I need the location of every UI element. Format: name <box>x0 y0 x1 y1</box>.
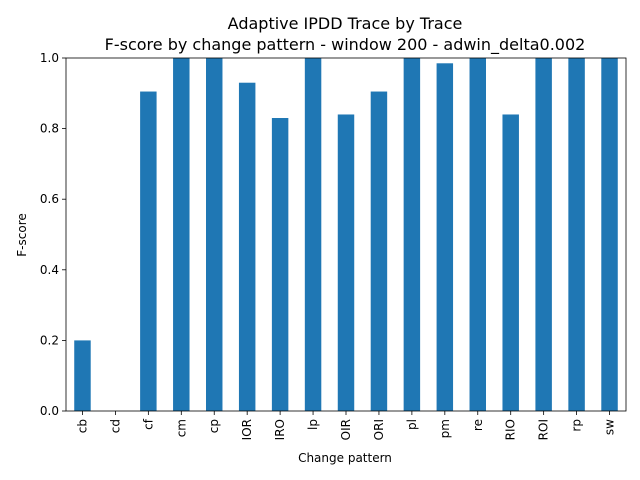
bar-cb <box>74 340 91 411</box>
bar-lp <box>304 58 322 411</box>
y-tick-label: 0.8 <box>40 122 59 136</box>
x-tick-label-cd: cd <box>108 419 122 433</box>
bar-IOR <box>238 82 256 412</box>
chart-subtitle: F-score by change pattern - window 200 -… <box>105 35 586 55</box>
x-tick-label-ROI: ROI <box>537 419 551 440</box>
x-tick-label-cf: cf <box>141 418 155 430</box>
bar-pm <box>436 63 454 412</box>
x-tick-label-pl: pl <box>405 419 419 430</box>
y-tick-label: 0.0 <box>40 404 59 418</box>
x-axis-label: Change pattern <box>298 451 392 465</box>
x-tick-label-re: re <box>471 419 485 431</box>
bar-rp <box>568 58 585 411</box>
x-tick-label-OIR: OIR <box>339 419 353 440</box>
x-tick-label-sw: sw <box>603 419 617 435</box>
bar-cf <box>140 91 157 411</box>
y-axis-label: F-score <box>15 213 29 256</box>
y-tick-label: 0.2 <box>40 333 59 347</box>
x-tick-label-cm: cm <box>174 419 188 437</box>
y-tick-label: 0.4 <box>40 263 59 277</box>
x-tick-label-RIO: RIO <box>504 419 518 440</box>
bar-RIO <box>502 114 519 411</box>
plot-area: 0.0 0.2 0.4 0.6 0.8 1.0 cb cd cf cm cp IOR IRO lp OIR O… <box>40 51 627 440</box>
x-tick-label-lp: lp <box>306 419 320 430</box>
x-tick-label-rp: rp <box>570 419 584 432</box>
x-tick-label-cp: cp <box>207 419 221 433</box>
x-tick-label-IOR: IOR <box>240 419 254 440</box>
x-tick-label-ORI: ORI <box>372 419 386 440</box>
chart-title: Adaptive IPDD Trace by Trace <box>228 14 463 33</box>
x-tick-label-pm: pm <box>438 419 452 438</box>
y-tick-label: 0.6 <box>40 192 59 206</box>
bar-re <box>469 58 486 411</box>
x-tick-label-IRO: IRO <box>273 419 287 440</box>
bar-ORI <box>370 91 388 411</box>
bar-cp <box>206 58 223 411</box>
bar-ROI <box>535 58 552 411</box>
x-tick-label-cb: cb <box>75 419 89 433</box>
bar-IRO <box>271 118 289 411</box>
y-tick-label: 1.0 <box>40 51 59 65</box>
bar-pl <box>403 58 421 411</box>
bar-cm <box>173 58 190 411</box>
bar-sw <box>601 58 618 411</box>
bar-OIR <box>337 114 355 411</box>
